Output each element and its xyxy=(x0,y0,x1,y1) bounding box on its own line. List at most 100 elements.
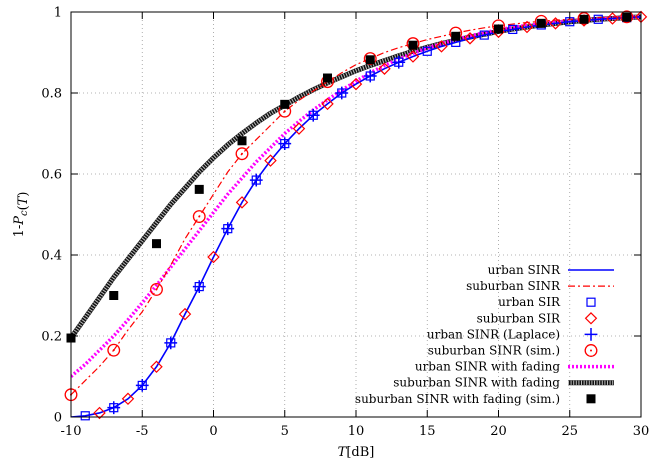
marker-suburban-sinr-with-fading-sim xyxy=(494,24,503,34)
marker-urban-sinr-laplace xyxy=(363,69,377,83)
marker-suburban-sinr-sim-dot xyxy=(198,215,201,218)
marker-suburban-sir xyxy=(121,392,135,406)
legend: urban SINR suburban SINR urban SIR suburban… xyxy=(355,263,614,406)
y-axis-title-part: c xyxy=(19,210,30,216)
x-axis-title: T[dB] xyxy=(338,445,375,460)
marker-urban-sinr-laplace xyxy=(221,222,235,236)
y-axis-title-part: T xyxy=(16,195,31,205)
y-axis-title-part: 1- xyxy=(12,225,27,238)
marker-suburban-sir xyxy=(435,40,448,53)
marker-urban-sir xyxy=(593,14,603,24)
marker-urban-sinr-laplace xyxy=(135,379,149,392)
plot-markers xyxy=(64,10,648,421)
y-tick-label: 0.6 xyxy=(41,168,62,183)
grid xyxy=(71,12,641,417)
legend-label: suburban SINR (sim.) xyxy=(428,344,560,358)
marker-suburban-sinr-with-fading-sim xyxy=(536,18,546,28)
marker-suburban-sir xyxy=(606,12,619,25)
legend-label: urban SINR (Laplace) xyxy=(427,327,560,341)
marker-suburban-sir xyxy=(235,196,249,209)
marker-urban-sir xyxy=(422,46,432,56)
marker-suburban-sinr-with-fading-sim xyxy=(622,12,632,22)
marker-urban-sinr-laplace xyxy=(192,280,206,293)
marker-suburban-sinr-sim xyxy=(150,282,163,296)
marker-suburban-sinr-with-fading-sim xyxy=(408,40,418,50)
marker-suburban-sinr-sim-dot xyxy=(283,110,286,113)
axis-titles: T[dB]1-Pc(T) xyxy=(12,192,374,460)
marker-urban-sir xyxy=(479,30,489,40)
marker-suburban-sinr-with-fading-sim xyxy=(280,99,290,109)
marker-suburban-sinr-sim-dot xyxy=(112,349,115,352)
y-axis-title-part: ( xyxy=(16,205,31,210)
legend-label: suburban SINR with fading (sim.) xyxy=(355,392,560,406)
legend-swatch xyxy=(584,344,598,357)
legend-swatch-dot xyxy=(590,349,592,352)
legend-label: suburban SINR xyxy=(466,279,561,293)
marker-suburban-sir xyxy=(349,77,363,91)
series-line-suburban-sinr xyxy=(71,15,641,396)
marker-suburban-sir xyxy=(321,97,334,111)
marker-suburban-sir xyxy=(207,250,220,264)
marker-suburban-sir xyxy=(93,406,106,420)
y-axis-title: 1-Pc(T) xyxy=(12,192,31,238)
marker-urban-sinr-laplace xyxy=(164,336,178,350)
x-tick-label: 20 xyxy=(490,424,507,439)
marker-urban-sinr-laplace xyxy=(306,108,320,122)
legend-swatch xyxy=(586,394,596,404)
marker-suburban-sinr-with-fading-sim xyxy=(365,55,375,65)
legend-swatch xyxy=(586,297,596,307)
marker-suburban-sir xyxy=(406,50,420,63)
marker-suburban-sir xyxy=(463,32,477,45)
marker-suburban-sir xyxy=(549,17,562,30)
marker-suburban-sinr-sim xyxy=(235,147,249,161)
legend-swatch xyxy=(584,328,598,341)
legend-label: urban SINR with fading xyxy=(415,360,560,374)
legend-swatch xyxy=(584,312,598,325)
y-tick-label: 0.2 xyxy=(41,330,62,345)
marker-suburban-sinr-with-fading-sim xyxy=(451,31,461,41)
marker-suburban-sinr-sim xyxy=(192,210,206,223)
marker-suburban-sinr-with-fading-sim xyxy=(152,239,161,249)
marker-urban-sinr-laplace xyxy=(278,137,292,151)
marker-suburban-sinr-sim xyxy=(363,52,377,66)
y-tick-label: 0.8 xyxy=(41,87,62,102)
legend-label: suburban SINR with fading xyxy=(393,376,560,390)
marker-urban-sinr-laplace xyxy=(392,55,406,69)
legend-label: urban SINR xyxy=(488,263,561,277)
y-axis-title-part: P xyxy=(12,216,27,226)
marker-suburban-sinr-with-fading-sim xyxy=(237,136,247,146)
marker-suburban-sinr-with-fading-sim xyxy=(323,73,332,83)
marker-suburban-sir xyxy=(292,122,306,135)
legend-label: suburban SIR xyxy=(477,311,561,325)
marker-suburban-sir xyxy=(378,62,391,75)
marker-urban-sinr-laplace xyxy=(107,401,121,415)
axis-ticks: -10 -5 0 5 10 15 20 25 30 0 0.2 0.4 0.6 0.8 1 xyxy=(41,6,649,440)
marker-suburban-sinr-sim xyxy=(577,12,591,25)
marker-suburban-sinr-sim xyxy=(620,10,634,24)
x-tick-label: 25 xyxy=(561,424,578,439)
marker-urban-sir xyxy=(80,411,90,421)
series-line-suburban-sinr-with-fading-hatch xyxy=(71,14,641,340)
marker-suburban-sir xyxy=(150,360,163,374)
x-axis-title-unit: [dB] xyxy=(346,445,374,460)
x-axis-title-symbol: T xyxy=(338,445,348,460)
y-tick-label: 0 xyxy=(54,411,62,426)
x-tick-label: -5 xyxy=(136,424,149,439)
marker-urban-sinr-laplace xyxy=(249,173,263,187)
x-tick-label: 5 xyxy=(281,424,289,439)
marker-suburban-sinr-sim xyxy=(107,343,121,357)
marker-suburban-sinr-with-fading-sim xyxy=(579,14,589,24)
y-tick-label: 0.4 xyxy=(41,249,62,264)
marker-suburban-sinr-with-fading-sim xyxy=(194,184,204,194)
marker-suburban-sir xyxy=(520,20,534,34)
x-tick-label: 10 xyxy=(348,424,365,439)
x-tick-label: 15 xyxy=(419,424,436,439)
x-tick-label: -10 xyxy=(61,424,82,439)
legend-label: urban SIR xyxy=(498,295,561,309)
y-tick-label: 1 xyxy=(54,6,62,21)
marker-urban-sinr-laplace xyxy=(335,86,349,100)
x-tick-label: 0 xyxy=(209,424,217,439)
marker-suburban-sinr-with-fading-sim xyxy=(109,291,119,300)
